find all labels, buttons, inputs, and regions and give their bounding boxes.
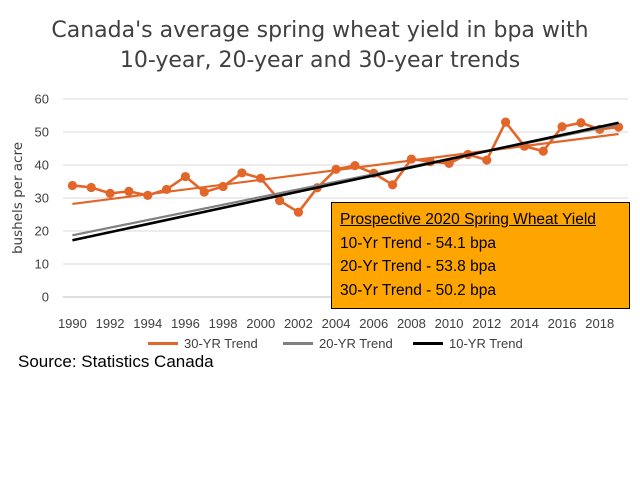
legend-label-10yr: 10-YR Trend: [449, 336, 523, 351]
x-tick-label-2018: 2018: [585, 316, 614, 331]
legend-label-30yr: 30-YR Trend: [184, 336, 258, 351]
yield-point-1992: [105, 188, 115, 198]
y-axis-title: bushels per acre: [10, 142, 26, 254]
trend-lines: [72, 121, 619, 242]
prospective-yield-callout: Prospective 2020 Spring Wheat Yield 10-Y…: [331, 202, 630, 309]
x-tick-label-2012: 2012: [472, 316, 501, 331]
legend-swatch-20yr: [283, 342, 313, 345]
yield-point-2012: [482, 155, 492, 165]
legend-swatch-10yr: [413, 342, 443, 345]
yield-point-1991: [86, 182, 96, 193]
callout-line-10yr: 10-Yr Trend - 54.1 bpa: [340, 234, 496, 252]
y-tick-label-0: 0: [42, 290, 49, 305]
legend: 30-YR Trend 20-YR Trend 10-YR Trend: [0, 336, 640, 354]
x-tick-label-2002: 2002: [284, 316, 313, 331]
yield-point-1990: [67, 180, 78, 191]
chart-title-line-1: Canada's average spring wheat yield in b…: [51, 18, 589, 43]
yield-point-1993: [124, 186, 134, 196]
x-tick-label-2014: 2014: [510, 316, 539, 331]
y-tick-label-20: 20: [35, 224, 49, 239]
y-tick-label-10: 10: [35, 257, 49, 272]
x-tick-label-2000: 2000: [246, 316, 275, 331]
yield-point-1996: [180, 171, 191, 182]
legend-item-20yr: 20-YR Trend: [283, 336, 393, 351]
x-tick-label-2008: 2008: [397, 316, 426, 331]
series: [67, 117, 624, 217]
x-tick-label-2006: 2006: [359, 316, 388, 331]
yield-point-2013: [500, 117, 511, 127]
yield-point-2002: [293, 207, 304, 217]
x-tick-label-2010: 2010: [435, 316, 464, 331]
legend-item-10yr: 10-YR Trend: [413, 336, 523, 351]
yield-point-2000: [256, 173, 266, 183]
yield-point-2007: [387, 180, 398, 190]
callout-line-20yr: 20-Yr Trend - 53.8 bpa: [340, 258, 496, 275]
yield-point-1997: [199, 187, 209, 197]
y-tick-label-40: 40: [35, 158, 49, 173]
yield-point-2015: [538, 146, 548, 156]
x-tick-labels: 1990 1992 1994 1996 1998 2000 2002 2004 2006 2008…: [58, 316, 614, 331]
x-tick-label-1996: 1996: [171, 316, 200, 331]
chart-title: Canada's average spring wheat yield in b…: [0, 16, 640, 76]
y-tick-label-50: 50: [35, 125, 49, 140]
callout-title: Prospective 2020 Spring Wheat Yield: [340, 211, 596, 228]
yield-point-2001: [274, 196, 285, 206]
x-tick-label-1994: 1994: [133, 316, 162, 331]
source-note: Source: Statistics Canada: [18, 352, 214, 371]
x-tick-label-2016: 2016: [548, 316, 577, 331]
x-tick-label-2004: 2004: [322, 316, 351, 331]
callout-line-30yr: 30-Yr Trend - 50.2 bpa: [340, 281, 496, 299]
legend-item-30yr: 30-YR Trend: [148, 336, 258, 351]
yield-point-1999: [237, 168, 247, 178]
y-tick-label-30: 30: [35, 191, 49, 206]
x-tick-label-1998: 1998: [209, 316, 238, 331]
trend-line-10yr: [72, 121, 619, 242]
chart-title-line-2: 10-year, 20-year and 30-year trends: [119, 48, 521, 73]
x-tick-label-1990: 1990: [58, 316, 87, 331]
trend-line-30yr: [72, 132, 619, 206]
y-tick-labels: 0 10 20 30 40 50 60: [35, 92, 49, 305]
yield-point-2010: [444, 158, 454, 168]
yield-point-2016: [557, 122, 567, 132]
x-tick-label-1992: 1992: [96, 316, 125, 331]
legend-swatch-30yr: [148, 342, 178, 345]
legend-label-20yr: 20-YR Trend: [319, 336, 393, 351]
y-tick-label-60: 60: [35, 92, 49, 107]
yield-point-2017: [576, 118, 586, 128]
yield-series-line: [72, 120, 619, 214]
